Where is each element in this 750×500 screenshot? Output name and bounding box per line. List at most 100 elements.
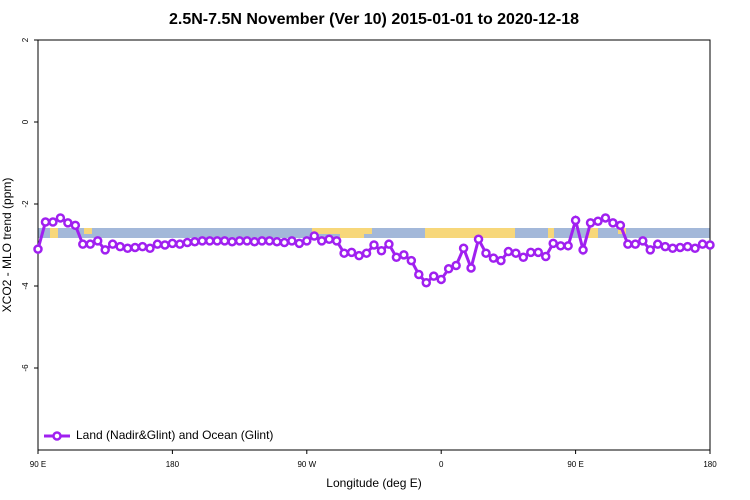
- point: [548, 238, 558, 249]
- point: [152, 239, 163, 249]
- point: [204, 236, 215, 246]
- point: [436, 274, 446, 285]
- point: [70, 220, 81, 231]
- point: [55, 213, 66, 223]
- point: [518, 252, 529, 263]
- point: [526, 247, 536, 258]
- y-tick-label: -2: [21, 200, 30, 208]
- point: [384, 239, 394, 249]
- point: [473, 234, 484, 245]
- point: [272, 236, 282, 247]
- point: [563, 241, 573, 251]
- point: [100, 245, 110, 255]
- point: [540, 251, 551, 262]
- point: [481, 248, 491, 258]
- point: [421, 277, 432, 288]
- x-tick-label: 180: [703, 460, 717, 469]
- point: [122, 243, 133, 254]
- point: [85, 239, 96, 249]
- point: [533, 247, 544, 258]
- x-tick-label: 90 E: [567, 460, 583, 469]
- y-tick-label: 2: [21, 37, 30, 42]
- legend-label: Land (Nadir&Glint) and Ocean (Glint): [76, 428, 273, 442]
- point: [376, 245, 387, 256]
- point: [652, 239, 663, 249]
- x-tick-label: 90 E: [30, 460, 46, 469]
- point: [219, 236, 230, 246]
- point: [167, 238, 178, 249]
- point: [451, 260, 461, 271]
- point: [339, 248, 349, 258]
- point: [511, 248, 521, 258]
- point: [197, 236, 208, 246]
- point: [92, 236, 103, 246]
- point: [458, 243, 469, 254]
- point: [638, 236, 648, 246]
- point: [287, 236, 297, 246]
- point: [145, 243, 155, 254]
- x-axis-label: Longitude (deg E): [326, 476, 421, 490]
- point: [160, 240, 170, 250]
- point: [414, 269, 424, 280]
- point: [660, 241, 670, 252]
- point: [346, 247, 357, 258]
- chart-title: 2.5N-7.5N November (Ver 10) 2015-01-01 t…: [169, 11, 579, 28]
- point: [443, 264, 454, 274]
- point: [279, 237, 290, 248]
- point: [600, 213, 611, 223]
- ocean-strip: [38, 228, 710, 238]
- legend-marker: [52, 431, 62, 441]
- y-tick-label: 0: [21, 119, 30, 124]
- point: [593, 216, 603, 226]
- point: [182, 237, 193, 248]
- y-axis-label: XCO2 - MLO trend (ppm): [0, 178, 14, 313]
- point: [257, 236, 267, 246]
- point: [234, 236, 245, 246]
- point: [578, 245, 588, 255]
- point: [33, 244, 43, 254]
- point: [190, 236, 200, 247]
- point: [331, 236, 342, 246]
- point: [309, 231, 320, 241]
- point: [40, 217, 51, 227]
- point: [212, 236, 222, 246]
- point: [645, 245, 656, 255]
- point: [682, 241, 693, 252]
- point: [354, 250, 364, 261]
- point: [675, 242, 685, 253]
- point: [115, 241, 125, 252]
- point: [570, 215, 581, 226]
- point: [227, 236, 237, 247]
- point: [175, 239, 185, 249]
- point: [466, 263, 476, 273]
- point: [406, 255, 417, 266]
- point: [137, 241, 148, 252]
- point: [428, 271, 439, 281]
- point: [316, 236, 327, 246]
- point: [555, 241, 566, 251]
- y-tick-label: -6: [21, 364, 30, 372]
- point: [242, 236, 252, 246]
- point: [302, 236, 312, 246]
- point: [705, 240, 715, 250]
- x-tick-label: 90 W: [297, 460, 316, 469]
- point: [585, 218, 596, 228]
- point: [48, 217, 58, 227]
- point: [615, 220, 626, 231]
- point: [697, 239, 708, 249]
- point: [294, 238, 305, 249]
- x-tick-label: 0: [439, 460, 444, 469]
- point: [608, 218, 618, 228]
- point: [503, 246, 514, 257]
- point: [488, 253, 499, 263]
- point: [391, 252, 402, 263]
- point: [623, 239, 633, 249]
- point: [690, 243, 700, 254]
- point: [630, 239, 641, 249]
- point: [667, 243, 678, 254]
- point: [361, 248, 372, 258]
- point: [399, 250, 409, 260]
- point: [107, 239, 118, 249]
- y-tick-label: -4: [21, 282, 30, 290]
